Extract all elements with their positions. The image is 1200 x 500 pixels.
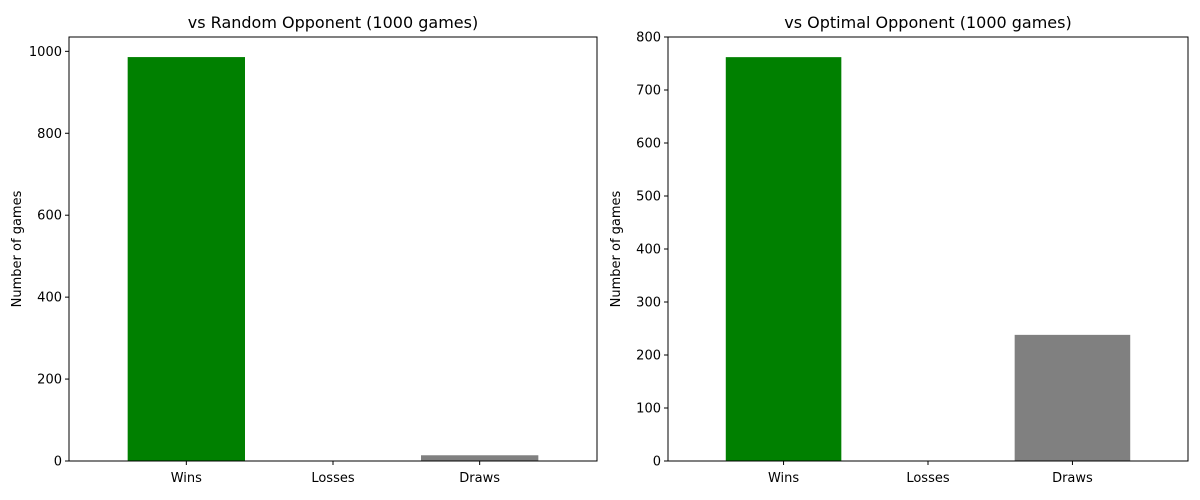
bar-draws [1014, 334, 1131, 461]
chart-title: vs Random Opponent (1000 games) [188, 13, 478, 32]
bars [127, 57, 539, 462]
y-axis-label: Number of games [609, 190, 624, 307]
y-tick-label: 0 [54, 455, 62, 470]
y-tick-label: 300 [636, 296, 661, 311]
bar-draws [421, 455, 539, 461]
chart-random-opponent: vs Random Opponent (1000 games) Number o… [10, 13, 598, 486]
y-tick-label: 400 [636, 243, 661, 258]
x-tick-label: Losses [311, 471, 355, 486]
bars [725, 57, 1131, 461]
y-tick-label: 200 [636, 349, 661, 364]
y-axis-label: Number of games [10, 190, 25, 307]
y-tick-label: 600 [636, 137, 661, 152]
bar-wins [127, 57, 245, 462]
x-tick-label: Wins [768, 471, 799, 486]
x-tick-label: Wins [171, 471, 202, 486]
plot-frame [68, 36, 598, 462]
y-tick-label: 1000 [29, 45, 62, 60]
plot-frame [667, 36, 1189, 462]
y-ticks: 0 100 200 300 400 500 600 700 800 [636, 31, 668, 470]
y-tick-label: 800 [636, 31, 661, 46]
y-tick-label: 0 [653, 455, 661, 470]
chart-optimal-opponent: vs Optimal Opponent (1000 games) Number … [609, 13, 1189, 486]
y-tick-label: 700 [636, 84, 661, 99]
x-tick-label: Losses [906, 471, 950, 486]
x-ticks: Wins Losses Draws [171, 461, 500, 486]
y-tick-label: 400 [37, 291, 62, 306]
x-tick-label: Draws [459, 471, 500, 486]
x-tick-label: Draws [1052, 471, 1093, 486]
bar-wins [725, 57, 842, 461]
y-tick-label: 600 [37, 209, 62, 224]
y-ticks: 0 200 400 600 800 1000 [29, 45, 69, 470]
y-tick-label: 800 [37, 127, 62, 142]
y-tick-label: 200 [37, 373, 62, 388]
y-tick-label: 100 [636, 402, 661, 417]
chart-title: vs Optimal Opponent (1000 games) [784, 13, 1071, 32]
x-ticks: Wins Losses Draws [768, 461, 1093, 486]
y-tick-label: 500 [636, 190, 661, 205]
